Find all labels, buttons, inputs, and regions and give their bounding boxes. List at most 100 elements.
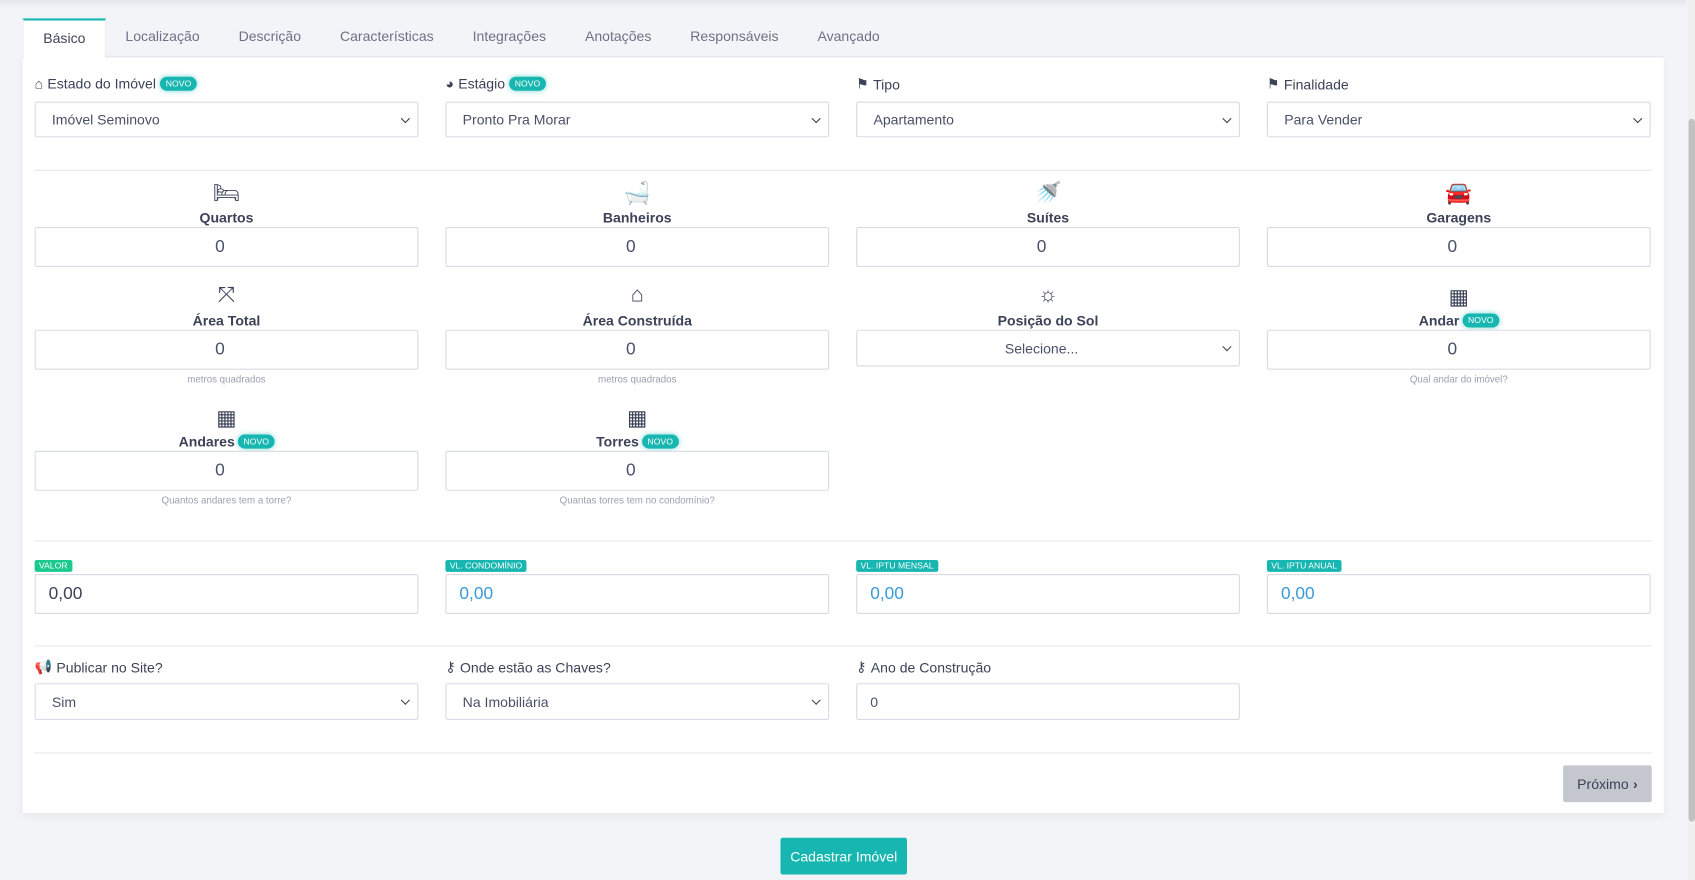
label-text: Andar bbox=[1418, 312, 1460, 329]
selected-value: Pronto Pra Morar bbox=[462, 111, 571, 128]
tipo-select[interactable]: Apartamento bbox=[856, 101, 1240, 138]
banheiros-input[interactable]: 0 bbox=[445, 227, 830, 268]
estagio-select[interactable]: Pronto Pra Morar bbox=[445, 101, 830, 138]
new-badge: NOVO bbox=[160, 76, 197, 91]
selected-value: Imóvel Seminovo bbox=[51, 111, 160, 128]
label-text: Ano de Construção bbox=[870, 658, 992, 676]
label-text: Estágio bbox=[458, 75, 506, 92]
tab-responsaveis[interactable]: Responsáveis bbox=[690, 28, 779, 45]
quartos-input[interactable]: 0 bbox=[34, 227, 419, 268]
andar-help: Qual andar do imóvel? bbox=[1409, 374, 1508, 385]
tab-caracteristicas[interactable]: Características bbox=[339, 28, 434, 45]
iptu-anual-input[interactable]: 0,00 bbox=[1266, 574, 1651, 615]
new-badge: NOVO bbox=[642, 434, 679, 449]
next-label: Próximo bbox=[1577, 775, 1629, 792]
suites-label: Suítes bbox=[1026, 209, 1070, 226]
label-text: Torres bbox=[596, 433, 639, 450]
andares-label: Andares NOVO bbox=[35, 433, 419, 450]
key-icon: ⚷ bbox=[856, 658, 867, 675]
publicar-label: 📢 Publicar no Site? bbox=[35, 658, 163, 675]
andar-input[interactable]: 0 bbox=[1266, 329, 1651, 370]
condominio-input[interactable]: 0,00 bbox=[445, 574, 830, 615]
new-badge: NOVO bbox=[509, 76, 546, 91]
tipo-label: ⚑ Tipo bbox=[856, 76, 900, 93]
quartos-label: Quartos bbox=[199, 209, 254, 226]
tab-localizacao[interactable]: Localização bbox=[125, 28, 200, 45]
submit-button[interactable]: Cadastrar Imóvel bbox=[780, 837, 907, 875]
area-construida-input[interactable]: 0 bbox=[445, 329, 830, 370]
new-badge: NOVO bbox=[238, 434, 275, 449]
chaves-label: ⚷ Onde estão as Chaves? bbox=[445, 658, 610, 675]
tab-anotacoes[interactable]: Anotações bbox=[584, 28, 652, 45]
publicar-select[interactable]: Sim bbox=[34, 683, 419, 720]
andares-input[interactable]: 0 bbox=[34, 450, 419, 491]
suites-input[interactable]: 0 bbox=[856, 227, 1240, 268]
divider bbox=[34, 169, 1652, 171]
area-construida-label: Área Construída bbox=[582, 312, 692, 329]
label-text: Onde estão as Chaves? bbox=[459, 658, 611, 676]
next-button[interactable]: Próximo › bbox=[1563, 765, 1652, 803]
estado-label: ⌂ Estado do Imóvel NOVO bbox=[35, 76, 197, 92]
selected-value: Para Vender bbox=[1284, 111, 1363, 128]
estado-select[interactable]: Imóvel Seminovo bbox=[34, 101, 419, 138]
label-text: Andares bbox=[178, 433, 235, 450]
valor-badge: VALOR bbox=[34, 559, 72, 572]
estagio-label: ◕ Estágio NOVO bbox=[445, 75, 546, 92]
ano-construcao-input[interactable]: 0 bbox=[856, 683, 1240, 720]
label-text: Publicar no Site? bbox=[56, 658, 163, 676]
banheiros-label: Banheiros bbox=[602, 209, 672, 226]
sun-icon: ☼ bbox=[1038, 283, 1058, 308]
area-total-input[interactable]: 0 bbox=[34, 329, 419, 370]
torres-label: Torres NOVO bbox=[445, 433, 829, 450]
area-total-help: metros quadrados bbox=[187, 374, 266, 385]
tab-basico[interactable]: Básico bbox=[22, 18, 106, 59]
posicao-sol-select[interactable]: Selecione... bbox=[856, 329, 1240, 367]
valor-input[interactable]: 0,00 bbox=[34, 574, 419, 615]
building-icon: ▦ bbox=[216, 406, 237, 431]
building-icon: ▦ bbox=[1448, 285, 1470, 310]
ano-construcao-label: ⚷ Ano de Construção bbox=[856, 658, 991, 675]
tab-avancado[interactable]: Avançado bbox=[817, 28, 880, 45]
car-icon: 🚘 bbox=[1445, 181, 1473, 206]
label-text: Tipo bbox=[873, 76, 900, 93]
key-icon: ⚷ bbox=[445, 658, 456, 675]
iptu-anual-badge: VL. IPTU ANUAL bbox=[1266, 559, 1342, 572]
scrollbar-thumb[interactable] bbox=[1688, 118, 1695, 822]
expand-icon: ⤧ bbox=[217, 283, 236, 308]
tab-integracoes[interactable]: Integrações bbox=[472, 28, 547, 45]
signpost-icon: ⚑ bbox=[1266, 75, 1280, 92]
finalidade-select[interactable]: Para Vender bbox=[1266, 101, 1651, 138]
divider bbox=[34, 752, 1652, 754]
bed-icon: 🛏 bbox=[212, 181, 241, 206]
new-badge: NOVO bbox=[1462, 313, 1499, 328]
label-text: Estado do Imóvel bbox=[47, 75, 157, 92]
tab-bar: Básico Localização Descrição Característ… bbox=[22, 18, 1664, 59]
divider bbox=[34, 540, 1652, 542]
selected-value: Apartamento bbox=[873, 111, 954, 128]
condominio-badge: VL. CONDOMÍNIO bbox=[445, 559, 527, 572]
selected-value: Sim bbox=[51, 693, 77, 710]
torres-input[interactable]: 0 bbox=[445, 450, 830, 491]
posicao-sol-label: Posição do Sol bbox=[997, 312, 1099, 329]
garagens-input[interactable]: 0 bbox=[1266, 227, 1651, 268]
home-icon: ⌂ bbox=[630, 283, 644, 308]
bathtub-icon: 🛁 bbox=[623, 181, 651, 206]
chevron-right-icon: › bbox=[1633, 775, 1638, 792]
building-icon: ▦ bbox=[627, 406, 648, 431]
chaves-select[interactable]: Na Imobiliária bbox=[445, 683, 830, 720]
bullhorn-icon: 📢 bbox=[34, 658, 53, 675]
divider bbox=[34, 645, 1652, 647]
garagens-label: Garagens bbox=[1426, 209, 1492, 226]
area-construida-help: metros quadrados bbox=[598, 374, 677, 385]
tab-descricao[interactable]: Descrição bbox=[238, 28, 302, 45]
signpost-icon: ⚑ bbox=[856, 75, 869, 92]
finalidade-label: ⚑ Finalidade bbox=[1267, 76, 1349, 93]
selected-value: Na Imobiliária bbox=[462, 693, 549, 710]
home-icon: ⌂ bbox=[34, 75, 44, 92]
iptu-mensal-input[interactable]: 0,00 bbox=[856, 574, 1240, 615]
andares-help: Quantos andares tem a torre? bbox=[161, 495, 292, 506]
label-text: Finalidade bbox=[1283, 76, 1349, 93]
iptu-mensal-badge: VL. IPTU MENSAL bbox=[856, 559, 938, 572]
torres-help: Quantas torres tem no condomínio? bbox=[559, 495, 715, 506]
dashboard-icon: ◕ bbox=[445, 75, 454, 92]
